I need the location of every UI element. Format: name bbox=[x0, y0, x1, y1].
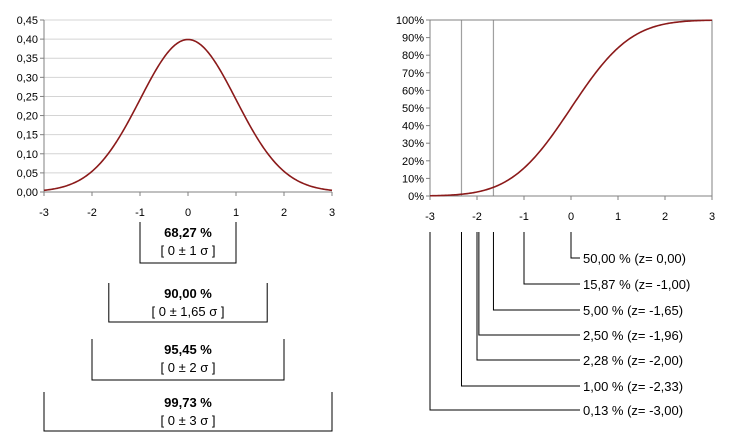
interval-bracket: 68,27 % [ 0 ± 1 σ ] bbox=[139, 222, 237, 264]
pdf-curve bbox=[43, 38, 333, 192]
cdf-y-tick-labels: 0% 10% 20% 30% 40% 50% 60% 70% 80% 90% 100% bbox=[396, 15, 430, 203]
cdf-curve bbox=[429, 19, 713, 197]
cdf-y-tick-label: 0% bbox=[408, 191, 424, 203]
cdf-x-tick-label: -2 bbox=[472, 211, 482, 223]
cdf-y-tick-label: 100% bbox=[396, 15, 424, 27]
quantile-label: 50,00 % (z= 0,00) bbox=[583, 251, 686, 266]
cdf-x-tick-label: -3 bbox=[425, 211, 435, 223]
quantile-leader: 1,00 % (z= -2,33) bbox=[460, 232, 683, 394]
quantile-label: 5,00 % (z= -1,65) bbox=[583, 303, 683, 318]
interval-percent: 68,27 % bbox=[164, 225, 212, 240]
interval-brackets: 68,27 %[ 0 ± 1 σ ]90,00 %[ 0 ± 1,65 σ ]9… bbox=[43, 222, 333, 432]
quantile-label: 15,87 % (z= -1,00) bbox=[583, 277, 690, 292]
cdf-y-tick-label: 80% bbox=[402, 50, 424, 62]
quantile-label: 0,13 % (z= -3,00) bbox=[583, 403, 683, 418]
pdf-x-tick-label: 3 bbox=[329, 207, 335, 219]
pdf-y-tick-label: 0,25 bbox=[17, 91, 38, 103]
cdf-y-tick-label: 50% bbox=[402, 103, 424, 115]
cdf-x-tick-label: 3 bbox=[709, 211, 715, 223]
quantile-label: 2,50 % (z= -1,96) bbox=[583, 328, 683, 343]
pdf-y-tick-label: 0,35 bbox=[17, 53, 38, 65]
cdf-x-tick-labels: -3 -2 -1 0 1 2 3 bbox=[425, 196, 715, 223]
quantile-leader-line bbox=[478, 232, 580, 336]
pdf-x-tick-labels: -3 -2 -1 0 1 2 3 bbox=[39, 192, 335, 219]
pdf-y-tick-label: 0,30 bbox=[17, 72, 38, 84]
pdf-y-tick-label: 0,15 bbox=[17, 130, 38, 142]
quantile-leader: 5,00 % (z= -1,65) bbox=[492, 232, 683, 318]
pdf-y-tick-label: 0,45 bbox=[17, 15, 38, 27]
pdf-y-tick-label: 0,00 bbox=[17, 187, 38, 199]
pdf-x-tick-label: 2 bbox=[281, 207, 287, 219]
pdf-x-tick-label: -3 bbox=[39, 207, 49, 219]
pdf-y-tick-labels: 0,00 0,05 0,10 0,15 0,20 0,25 0,30 0,35 0,40 0,45 bbox=[17, 15, 44, 199]
cdf-y-tick-label: 10% bbox=[402, 173, 424, 185]
interval-range: [ 0 ± 2 σ ] bbox=[161, 360, 216, 375]
interval-range: [ 0 ± 1 σ ] bbox=[161, 243, 216, 258]
quantile-leader: 0,13 % (z= -3,00) bbox=[429, 232, 683, 418]
interval-range: [ 0 ± 1,65 σ ] bbox=[152, 304, 225, 319]
cdf-x-tick-label: 1 bbox=[615, 211, 621, 223]
pdf-y-tick-label: 0,05 bbox=[17, 168, 38, 180]
interval-bracket-line bbox=[139, 222, 237, 264]
pdf-x-tick-label: 1 bbox=[233, 207, 239, 219]
quantile-leader-line bbox=[570, 232, 580, 259]
pdf-x-tick-label: 0 bbox=[185, 207, 191, 219]
pdf-x-tick-label: -2 bbox=[87, 207, 97, 219]
quantile-leader-line bbox=[476, 232, 580, 361]
interval-percent: 95,45 % bbox=[164, 342, 212, 357]
quantile-leader-line bbox=[523, 232, 580, 285]
quantile-leader-line bbox=[492, 232, 580, 311]
interval-bracket: 95,45 % [ 0 ± 2 σ ] bbox=[91, 339, 285, 381]
quantile-leaders: 50,00 % (z= 0,00) 15,87 % (z= -1,00) 5,00 … bbox=[429, 232, 690, 418]
quantile-label: 1,00 % (z= -2,33) bbox=[583, 379, 683, 394]
cdf-chart: -3 -2 -1 0 1 2 3 0% 10% 20% 30% 40% 50% 60% 70% 80% 90%… bbox=[396, 15, 715, 418]
interval-bracket: 90,00 % [ 0 ± 1,65 σ ] bbox=[108, 283, 268, 323]
quantile-leader: 15,87 % (z= -1,00) bbox=[523, 232, 690, 292]
pdf-x-tick-label: -1 bbox=[135, 207, 145, 219]
interval-bracket: 99,73 % [ 0 ± 3 σ ] bbox=[43, 392, 333, 432]
interval-bracket-line bbox=[43, 392, 333, 432]
pdf-chart: -3 -2 -1 0 1 2 3 0,000,050,100,150,200,250,300… bbox=[17, 15, 335, 432]
cdf-y-tick-label: 30% bbox=[402, 138, 424, 150]
cdf-reference-lines bbox=[460, 20, 495, 196]
cdf-y-tick-label: 60% bbox=[402, 85, 424, 97]
quantile-leader-line bbox=[429, 232, 580, 411]
cdf-y-tick-label: 20% bbox=[402, 156, 424, 168]
quantile-leader: 2,28 % (z= -2,00) bbox=[476, 232, 683, 368]
cdf-x-tick-label: 2 bbox=[662, 211, 668, 223]
interval-percent: 99,73 % bbox=[164, 395, 212, 410]
cdf-x-tick-label: 0 bbox=[568, 211, 574, 223]
interval-percent: 90,00 % bbox=[164, 286, 212, 301]
pdf-y-tick-label: 0,20 bbox=[17, 111, 38, 123]
interval-bracket-line bbox=[108, 283, 268, 323]
pdf-y-tick-label: 0,40 bbox=[17, 34, 38, 46]
cdf-x-tick-label: -1 bbox=[519, 211, 529, 223]
quantile-leader: 2,50 % (z= -1,96) bbox=[478, 232, 683, 343]
cdf-y-tick-label: 90% bbox=[402, 33, 424, 45]
pdf-y-tick-label: 0,10 bbox=[17, 149, 38, 161]
interval-bracket-line bbox=[91, 339, 285, 381]
pdf-gridlines bbox=[44, 19, 332, 174]
quantile-label: 2,28 % (z= -2,00) bbox=[583, 353, 683, 368]
cdf-plot-frame bbox=[429, 19, 713, 197]
quantile-leader: 50,00 % (z= 0,00) bbox=[570, 232, 686, 266]
cdf-y-tick-label: 70% bbox=[402, 68, 424, 80]
cdf-y-tick-label: 40% bbox=[402, 121, 424, 133]
interval-range: [ 0 ± 3 σ ] bbox=[161, 413, 216, 428]
quantile-leader-line bbox=[460, 232, 580, 387]
